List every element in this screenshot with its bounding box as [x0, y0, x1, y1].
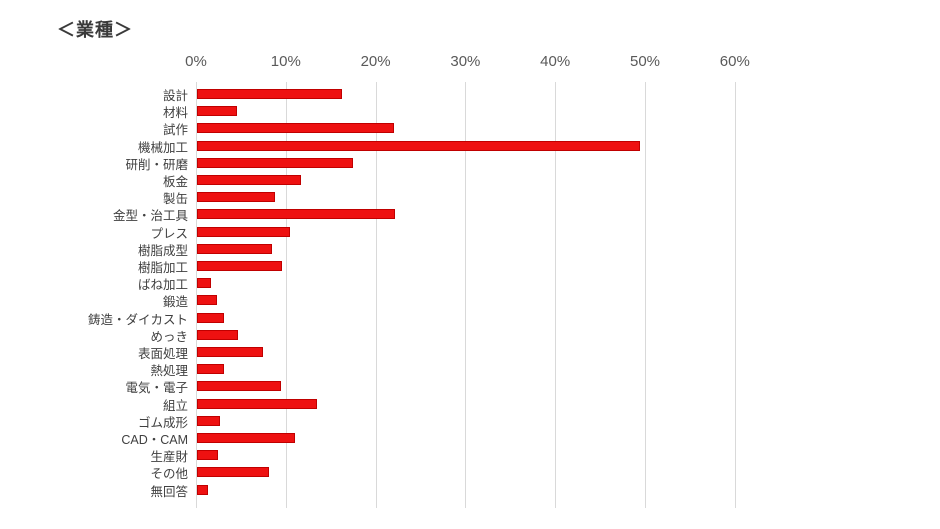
bar [197, 226, 291, 237]
category-label: CAD・CAM [121, 433, 188, 447]
bar-row: 無回答 [150, 481, 747, 499]
bar-row: 組立 [163, 395, 747, 413]
bar-row: ゴム成形 [138, 412, 747, 430]
category-label: 材料 [162, 106, 188, 121]
bar-row: その他 [150, 463, 747, 481]
bar-row: 樹脂加工 [138, 257, 747, 275]
bar [197, 398, 318, 409]
gridline [555, 82, 557, 508]
bar-row: 研削・研磨 [125, 154, 747, 172]
bar [197, 467, 269, 478]
category-label: 機械加工 [137, 140, 188, 155]
bar [197, 381, 282, 392]
bar [197, 89, 342, 99]
category-label: 製缶 [162, 192, 188, 207]
category-label: 設計 [162, 89, 188, 103]
bar-row: CAD・CAM [121, 429, 747, 447]
category-label: 試作 [162, 123, 188, 138]
x-axis-tick-label: 20% [360, 53, 391, 70]
bar [197, 123, 394, 134]
bar [197, 415, 221, 426]
category-label: プレス [150, 226, 188, 241]
bar-row: 樹脂成型 [138, 240, 747, 258]
category-label: 金型・治工具 [112, 209, 188, 224]
category-label: 電気・電子 [125, 381, 188, 396]
bar [197, 192, 276, 203]
bar-row: ばね加工 [138, 274, 747, 292]
category-label: 表面処理 [137, 347, 188, 361]
gridline [285, 82, 287, 508]
bar-row: 電気・電子 [125, 377, 747, 395]
bar-row: 材料 [163, 102, 747, 120]
bar [197, 329, 239, 340]
category-label: 研削・研磨 [125, 157, 188, 172]
category-label: 樹脂加工 [137, 261, 188, 275]
bar [197, 209, 396, 220]
category-label: ゴム成形 [137, 415, 188, 430]
bar [197, 364, 224, 375]
x-axis-tick-label: 40% [540, 53, 571, 70]
category-label: ばね加工 [137, 278, 188, 293]
bar [197, 261, 283, 271]
bar-row: 金型・治工具 [113, 205, 747, 223]
category-label: 板金 [162, 175, 188, 189]
bar [197, 243, 272, 254]
bar [197, 175, 302, 185]
bar-row: 板金 [163, 171, 747, 189]
bar-row: 機械加工 [138, 137, 747, 155]
bar-row: 生産財 [150, 446, 747, 464]
category-label: めっき [150, 329, 188, 344]
bar-row: 鍛造 [163, 291, 747, 309]
category-label: 鍛造 [162, 295, 188, 310]
bar-row: 試作 [163, 119, 747, 137]
bar [197, 106, 237, 117]
category-label: 熱処理 [150, 364, 188, 379]
bar [197, 433, 295, 443]
bar-row: めっき [150, 326, 747, 344]
chart-title: ＜業種＞ [57, 20, 133, 40]
x-axis-tick-label: 10% [270, 53, 301, 70]
bar [197, 450, 218, 461]
bar-row: 表面処理 [138, 343, 747, 361]
gridline [196, 82, 197, 508]
bar [197, 347, 263, 357]
category-label: 生産財 [150, 450, 188, 465]
x-axis-tick-label: 60% [719, 53, 750, 70]
category-label: その他 [150, 467, 188, 482]
gridline [465, 82, 467, 508]
x-axis-tick-label: 0% [185, 53, 207, 70]
bar [197, 484, 208, 495]
bar [197, 140, 640, 151]
bar [197, 157, 354, 168]
category-label: 鋳造・ダイカスト [87, 312, 188, 327]
plot-area: 設計材料試作機械加工研削・研磨板金製缶金型・治工具プレス樹脂成型樹脂加工ばね加工… [88, 82, 747, 508]
bar-row: 製缶 [163, 188, 747, 206]
bar [197, 295, 217, 306]
bar-row: 熱処理 [150, 360, 747, 378]
category-label: 無回答 [150, 484, 188, 499]
gridline [734, 82, 736, 508]
bar [197, 312, 224, 323]
category-label: 樹脂成型 [137, 243, 188, 258]
x-axis-tick-label: 50% [629, 53, 661, 70]
bar [197, 278, 212, 289]
bar-row: 鋳造・ダイカスト [88, 309, 747, 327]
bar-row: プレス [150, 223, 747, 241]
gridline [645, 82, 646, 508]
x-axis-tick-label: 30% [450, 53, 481, 70]
category-label: 組立 [162, 398, 188, 413]
bar-row: 設計 [163, 85, 747, 103]
gridline [375, 82, 377, 508]
